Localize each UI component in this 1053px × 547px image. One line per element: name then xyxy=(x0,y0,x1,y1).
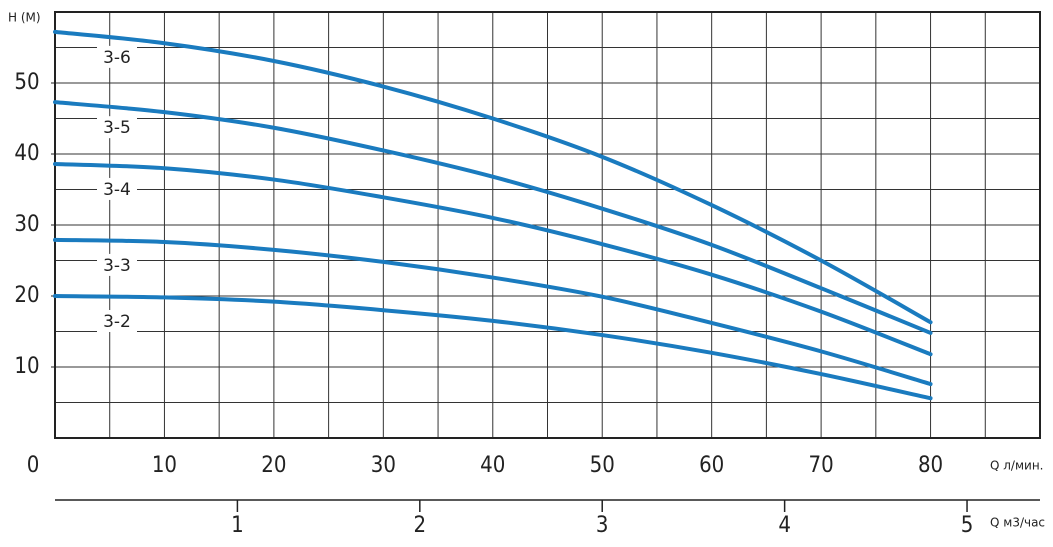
y-tick-label: 40 xyxy=(14,141,39,166)
pump-curve xyxy=(53,29,933,325)
x2-axis-label: Q м3/час xyxy=(990,516,1045,530)
curve-label: 3-3 xyxy=(103,256,131,276)
curve-label: 3-5 xyxy=(103,118,131,138)
curve-label-bg xyxy=(97,253,137,276)
y-tick-label: 20 xyxy=(14,283,39,308)
pump-curve xyxy=(53,294,933,401)
x-tick-label: 50 xyxy=(590,453,615,478)
y-tick-label: 30 xyxy=(14,212,39,237)
x2-tick-label: 4 xyxy=(778,513,791,538)
pump-curve xyxy=(53,237,933,387)
pump-curve xyxy=(53,161,933,357)
y-tick-label: 50 xyxy=(14,70,39,95)
x-tick-label: 0 xyxy=(27,453,40,478)
x2-tick-label: 1 xyxy=(231,513,244,538)
curve-label-bg xyxy=(97,310,137,332)
pump-curve xyxy=(53,100,933,335)
x-axis-label: Q л/мин. xyxy=(990,459,1043,473)
y-axis-label: H (M) xyxy=(8,11,41,25)
x2-tick-label: 5 xyxy=(961,513,974,538)
curve-label-bg xyxy=(97,45,137,68)
x-tick-label: 80 xyxy=(918,453,943,478)
x-tick-label: 10 xyxy=(152,453,177,478)
y-tick-label: 10 xyxy=(14,354,39,379)
curve-label-bg xyxy=(97,116,137,139)
x-tick-label: 70 xyxy=(809,453,834,478)
curve-label: 3-6 xyxy=(103,48,131,68)
x-tick-label: 40 xyxy=(480,453,505,478)
x2-tick-label: 3 xyxy=(596,513,609,538)
curve-label-bg xyxy=(97,177,137,200)
curve-label: 3-2 xyxy=(103,312,131,332)
x-tick-label: 60 xyxy=(699,453,724,478)
x-tick-label: 20 xyxy=(261,453,286,478)
x-tick-label: 30 xyxy=(371,453,396,478)
x2-tick-label: 2 xyxy=(414,513,427,538)
curve-label: 3-4 xyxy=(103,180,131,200)
